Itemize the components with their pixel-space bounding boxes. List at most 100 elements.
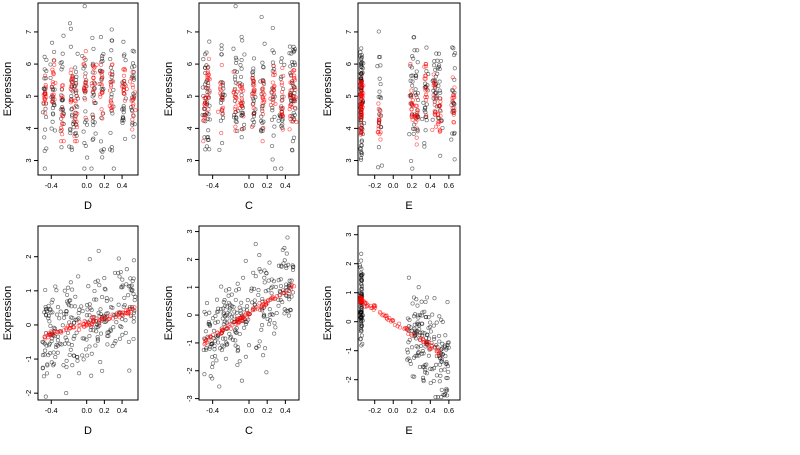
data-point: [122, 295, 127, 300]
fitted-point: [60, 114, 65, 119]
data-point: [218, 346, 223, 351]
data-point: [44, 57, 49, 62]
fitted-point: [43, 111, 48, 116]
data-point: [222, 314, 227, 319]
fitted-point: [239, 89, 244, 94]
fitted-point: [412, 114, 417, 119]
data-point: [288, 283, 293, 288]
data-point: [49, 300, 54, 305]
fitted-point: [239, 318, 244, 324]
fitted-point: [59, 127, 64, 132]
data-point: [109, 27, 114, 32]
data-point: [432, 336, 437, 342]
fitted-point: [233, 109, 238, 114]
fitted-point: [127, 79, 133, 84]
data-point: [207, 39, 212, 44]
data-point: [234, 310, 239, 315]
fitted-point: [228, 322, 233, 327]
data-point: [48, 62, 53, 67]
data-point: [226, 300, 231, 305]
data-point: [81, 129, 86, 134]
data-point: [292, 60, 297, 65]
data-point: [358, 263, 362, 268]
fitted-point: [250, 102, 255, 107]
data-point: [358, 336, 363, 341]
data-point: [90, 70, 95, 75]
fitted-point: [277, 293, 282, 298]
y-tick-label: 0: [344, 320, 353, 324]
data-point: [88, 327, 93, 333]
fitted-point: [378, 137, 383, 142]
data-point: [235, 362, 240, 368]
data-point: [52, 49, 57, 54]
fitted-point: [423, 73, 428, 78]
data-point: [416, 353, 421, 358]
data-point: [219, 52, 224, 57]
y-tick-label: 3: [185, 158, 194, 162]
fitted-point: [435, 113, 441, 118]
fitted-point: [257, 301, 262, 306]
panel-6: -0.2 0.0 0.2 0.4 0.6 -2 -1 0 1 2 3 E Expression: [322, 225, 461, 437]
data-point: [100, 54, 105, 59]
data-point: [287, 278, 292, 283]
data-point: [57, 316, 62, 321]
data-point: [435, 395, 441, 400]
fitted-point: [215, 330, 220, 335]
data-point: [70, 363, 75, 368]
data-point: [405, 347, 410, 352]
fitted-point: [218, 80, 223, 85]
data-point: [358, 147, 363, 152]
fitted-point: [207, 88, 212, 93]
fitted-point: [111, 79, 116, 84]
fitted-point: [292, 105, 298, 110]
data-point: [276, 297, 281, 302]
data-point: [55, 334, 60, 339]
data-point: [111, 87, 116, 92]
data-point: [121, 304, 126, 309]
fitted-point: [271, 73, 276, 78]
fitted-point: [239, 84, 245, 89]
fitted-point: [365, 302, 370, 307]
x-tick-label: 0.2: [99, 406, 109, 415]
data-point: [405, 357, 410, 362]
data-point: [207, 117, 212, 122]
data-point: [43, 115, 49, 120]
fitted-point: [100, 116, 105, 121]
data-point: [84, 337, 89, 342]
data-point: [412, 326, 417, 331]
fitted-point: [280, 113, 286, 119]
data-point: [279, 74, 284, 79]
fitted-point: [414, 95, 419, 100]
data-point: [210, 376, 215, 381]
data-point: [237, 331, 242, 337]
data-point: [117, 336, 123, 341]
data-point: [214, 358, 219, 363]
data-point: [453, 51, 458, 56]
data-point: [285, 235, 290, 240]
data-point: [41, 374, 46, 379]
fitted-point: [130, 83, 135, 88]
data-point: [50, 310, 55, 315]
data-point: [427, 336, 432, 341]
data-point: [407, 132, 412, 137]
fitted-point: [262, 304, 267, 309]
data-point: [269, 117, 275, 122]
data-point: [250, 117, 255, 123]
data-point: [204, 111, 210, 116]
fitted-point: [203, 339, 208, 344]
data-point: [76, 274, 81, 279]
data-point: [270, 48, 275, 53]
fitted-point: [235, 81, 240, 86]
data-point: [64, 364, 69, 370]
data-point: [206, 128, 211, 133]
fitted-point: [226, 322, 231, 327]
data-point: [280, 94, 285, 99]
data-point: [48, 307, 53, 312]
data-point: [434, 373, 439, 378]
data-point: [420, 349, 425, 354]
data-point: [435, 71, 440, 76]
data-point: [439, 387, 444, 392]
data-point: [290, 263, 295, 268]
data-point: [243, 321, 248, 327]
